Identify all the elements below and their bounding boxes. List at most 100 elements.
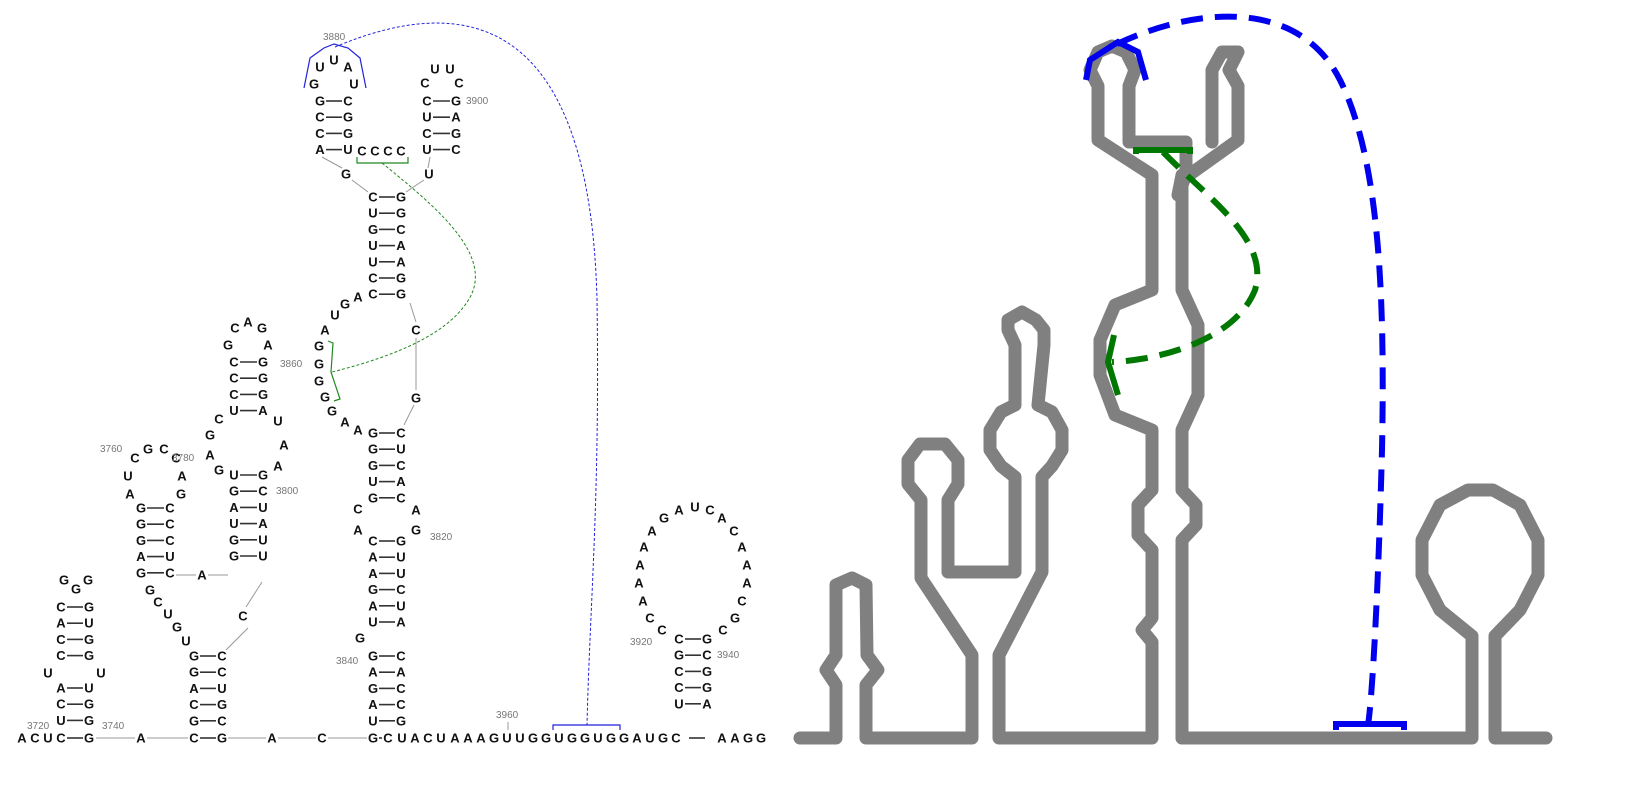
nucleotide: U <box>258 532 267 547</box>
nucleotide: U <box>645 731 654 746</box>
nucleotide: C <box>230 321 240 336</box>
nucleotide: U <box>163 607 172 622</box>
nucleotide: C <box>56 648 66 663</box>
nucleotide: U <box>123 469 132 484</box>
nucleotide: U <box>368 615 377 630</box>
nucleotide: U <box>349 77 358 92</box>
nucleotide: G <box>83 573 93 588</box>
nucleotide: G <box>396 271 406 286</box>
pseudoknot-bracket-lower <box>327 340 341 402</box>
nucleotide: G <box>217 697 227 712</box>
nucleotide: A <box>450 731 460 746</box>
nucleotide: C <box>411 323 421 338</box>
nucleotide: C <box>737 594 747 609</box>
nucleotide: A <box>258 516 268 531</box>
nucleotide: A <box>189 681 199 696</box>
nucleotide: U <box>515 731 524 746</box>
nucleotide: U <box>229 468 238 483</box>
backbone-link <box>409 302 417 323</box>
nucleotide: A <box>634 576 644 591</box>
pseudoknot-bracket-bottom <box>552 724 621 730</box>
nucleotide: A <box>340 415 350 430</box>
nucleotide: C <box>165 501 175 516</box>
nucleotide: C <box>217 713 227 728</box>
nucleotide: G <box>136 565 146 580</box>
pseudoknot-marker-bottom <box>1333 721 1407 730</box>
nucleotide: C <box>422 94 432 109</box>
outline-left-path <box>793 39 1193 745</box>
nucleotide: A <box>410 731 420 746</box>
nucleotide: C <box>718 623 728 638</box>
nucleotide: G <box>580 731 590 746</box>
nucleotide: U <box>56 713 65 728</box>
nucleotide: A <box>463 731 473 746</box>
nucleotide: G <box>327 404 337 419</box>
nucleotide: G <box>396 713 406 728</box>
nucleotide: A <box>635 558 645 573</box>
nucleotide: G <box>368 426 378 441</box>
nucleotide: C <box>368 287 378 302</box>
nucleotide: C <box>396 681 406 696</box>
nucleotide: U <box>368 238 377 253</box>
nucleotide: G <box>368 458 378 473</box>
nucleotide: U <box>229 403 238 418</box>
nucleotide: U <box>165 549 174 564</box>
nucleotide: G <box>702 680 712 695</box>
nucleotide: A <box>368 598 378 613</box>
nucleotide: G <box>730 611 740 626</box>
nucleotide: G <box>189 665 199 680</box>
nucleotide: G <box>84 632 94 647</box>
nucleotide: A <box>368 697 378 712</box>
nucleotide: A <box>267 731 277 746</box>
backbone-link <box>225 627 249 651</box>
nucleotide: U <box>315 60 324 75</box>
nucleotide: G <box>702 632 712 647</box>
nucleotide: G <box>528 731 538 746</box>
nucleotide: U <box>502 731 511 746</box>
nucleotide: U <box>593 731 602 746</box>
nucleotide: C <box>171 451 181 466</box>
nucleotide: G <box>229 532 239 547</box>
nucleotide: C <box>420 76 430 91</box>
nucleotide: G <box>172 620 182 635</box>
nucleotide: G <box>489 731 499 746</box>
nucleotide: G <box>368 731 378 746</box>
nucleotide: U <box>690 500 699 515</box>
nucleotide: U <box>397 731 406 746</box>
nucleotide: G <box>84 731 94 746</box>
nucleotide: A <box>368 550 378 565</box>
nucleotide: G <box>258 355 268 370</box>
pseudoknot-link-blue <box>1115 13 1386 726</box>
nucleotide: C <box>343 94 353 109</box>
nucleotide: C <box>56 731 66 746</box>
nucleotide: C <box>396 144 406 159</box>
nucleotide: C <box>258 484 268 499</box>
nucleotide: G <box>368 442 378 457</box>
nucleotide: U <box>343 142 352 157</box>
nucleotide: C <box>370 144 380 159</box>
nucleotide: G <box>258 387 268 402</box>
nucleotide: U <box>396 566 405 581</box>
nucleotide: C <box>368 190 378 205</box>
nucleotide: C <box>165 533 175 548</box>
nucleotide: G <box>343 110 353 125</box>
nucleotide: C <box>671 731 681 746</box>
pseudoknot-marker-upper <box>1133 147 1193 154</box>
nucleotide: G <box>136 533 146 548</box>
nucleotide: A <box>368 665 378 680</box>
nucleotide: U <box>217 681 226 696</box>
position-label: 3880 <box>323 32 346 43</box>
nucleotide: C <box>422 126 432 141</box>
nucleotide: C <box>189 697 199 712</box>
nucleotide: C <box>368 534 378 549</box>
nucleotide: A <box>229 500 239 515</box>
nucleotide: G <box>145 583 155 598</box>
nucleotide: G <box>309 77 319 92</box>
outline-right-path <box>1175 483 1553 745</box>
nucleotide: C <box>229 355 239 370</box>
nucleotide: U <box>181 634 190 649</box>
nucleotide: G <box>567 731 577 746</box>
nucleotide: A <box>411 503 421 518</box>
nucleotide: C <box>229 387 239 402</box>
nucleotide: C <box>674 632 684 647</box>
